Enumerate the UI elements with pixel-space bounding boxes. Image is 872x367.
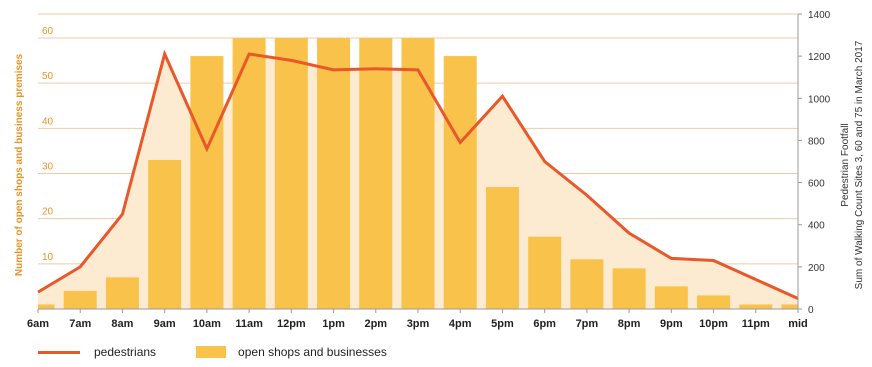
legend-bar-swatch [196,346,227,358]
x-tick-label: 7pm [576,318,599,330]
x-tick-label: 10pm [699,318,728,330]
shop-bar-9am [148,159,182,309]
shop-bar-6am [38,304,55,309]
legend-line-swatch [38,350,80,354]
legend-item-shops: open shops and businesses [196,345,387,359]
left-tick-label: 50 [42,71,54,82]
shop-bar-6pm [528,236,562,309]
x-tick-label: 6pm [533,318,556,330]
left-tick-label: 40 [42,116,54,127]
shop-bar-7am [63,290,97,309]
shop-bars [38,38,798,309]
left-tick-label: 30 [42,162,54,173]
pedestrian-line-layer [37,49,799,300]
shop-bar-3pm [401,38,435,309]
x-tick-label: 12pm [277,318,306,330]
x-tick-label: 4pm [449,318,472,330]
x-tick-label: 2pm [364,318,387,330]
right-tick-label: 1400 [808,10,831,21]
x-tick-label: 11pm [742,318,770,330]
x-tick-label: 11am [235,318,263,330]
shop-bar-11am [232,38,266,309]
right-axis-title-line2: Sum of Walking Count Sites 3, 60 and 75 … [854,40,865,289]
right-axis-title-line1: Pedestrian Footfall [840,123,851,206]
right-tick-label: 600 [808,179,825,190]
right-tick-label: 1200 [808,52,831,63]
shop-bar-12pm [274,38,308,309]
legend-label-pedestrians: pedestrians [94,345,157,359]
shop-bar-8am [105,277,139,309]
x-tick-label: 8am [111,318,133,330]
x-tick-label: 1pm [322,318,345,330]
right-tick-label: 800 [808,136,825,147]
shop-bar-9pm [654,286,688,309]
legend: pedestrians open shops and businesses [38,345,427,359]
right-tick-label: 1000 [808,94,831,105]
shop-bar-10pm [697,295,731,309]
axes [37,13,802,313]
shop-bar-5pm [485,187,519,309]
shop-bar-mid [781,304,798,309]
left-tick-label: 20 [42,207,54,218]
shop-bar-1pm [317,38,351,309]
shop-bar-8pm [612,268,646,309]
legend-item-pedestrians: pedestrians [38,345,156,359]
x-tick-label: 9am [154,318,176,330]
tick-labels: 6am 7am 8am 9am 10am 11am 12pm 1pm 2pm 3pm 4pm 5pm 6… [27,10,831,330]
x-tick-label: 10am [193,318,221,330]
shop-bar-7pm [570,259,604,309]
x-tick-label: mid [788,318,808,330]
shop-bar-10am [190,56,224,309]
legend-label-shops: open shops and businesses [238,345,387,359]
shop-bar-2pm [359,38,393,309]
right-tick-label: 0 [808,305,814,316]
shop-bar-11pm [739,304,773,309]
x-tick-label: 8pm [618,318,641,330]
right-tick-label: 400 [808,221,825,232]
left-axis-title: Number of open shops and business premis… [14,53,25,276]
x-tick-label: 9pm [660,318,683,330]
shop-bar-4pm [443,56,477,309]
left-tick-label: 60 [42,26,54,37]
x-tick-label: 3pm [407,318,430,330]
x-tick-label: 5pm [491,318,514,330]
x-tick-label: 7am [69,318,91,330]
left-tick-label: 10 [42,252,54,263]
x-tick-label: 6am [27,318,49,330]
right-tick-label: 200 [808,263,825,274]
